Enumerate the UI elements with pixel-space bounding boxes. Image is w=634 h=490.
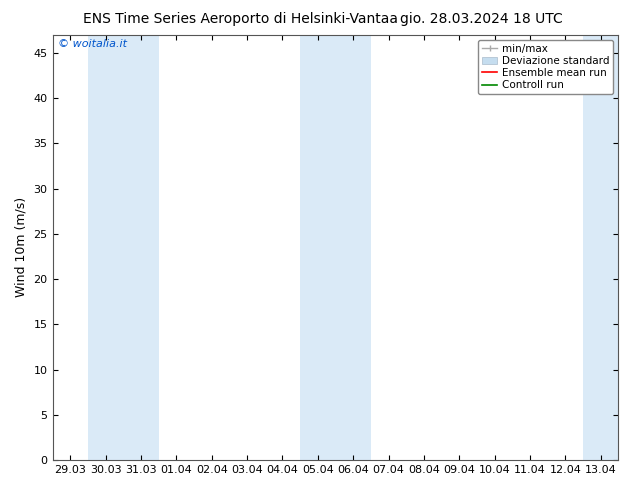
Text: ENS Time Series Aeroporto di Helsinki-Vantaa: ENS Time Series Aeroporto di Helsinki-Va…: [84, 12, 398, 26]
Bar: [88, 35, 158, 460]
Y-axis label: Wind 10m (m/s): Wind 10m (m/s): [15, 197, 28, 297]
Bar: [583, 35, 634, 460]
Text: © woitalia.it: © woitalia.it: [58, 39, 127, 49]
Bar: [300, 35, 371, 460]
Text: gio. 28.03.2024 18 UTC: gio. 28.03.2024 18 UTC: [401, 12, 563, 26]
Legend: min/max, Deviazione standard, Ensemble mean run, Controll run: min/max, Deviazione standard, Ensemble m…: [477, 40, 613, 95]
